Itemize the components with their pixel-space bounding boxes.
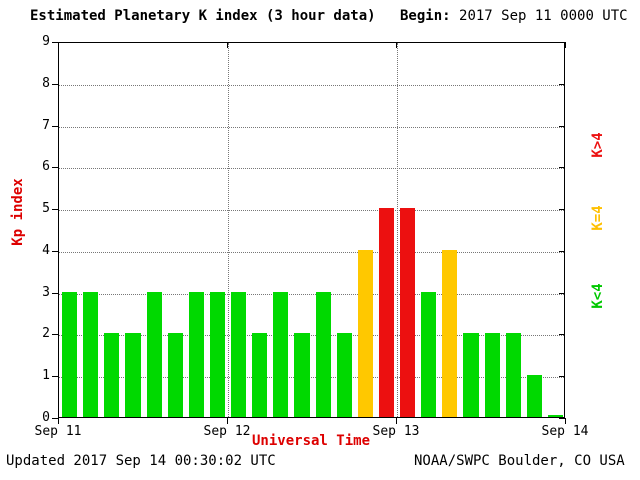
- gridline-vertical: [228, 43, 229, 417]
- kp-bar: [273, 291, 289, 417]
- y-tick-mark-right: [559, 167, 565, 169]
- kp-bar: [547, 414, 563, 417]
- kp-bar: [526, 375, 542, 417]
- y-tick-mark-right: [559, 334, 565, 336]
- kp-bar: [400, 208, 416, 417]
- kp-bar: [315, 291, 331, 417]
- y-tick-mark-right: [559, 125, 565, 127]
- kp-bar: [146, 291, 162, 417]
- x-tick-label: Sep 12: [203, 424, 251, 439]
- y-tick-label: 0: [42, 410, 50, 425]
- y-tick-mark-left: [52, 209, 58, 211]
- kp-bar: [231, 291, 247, 417]
- y-tick-label: 3: [42, 284, 50, 300]
- kp-bar: [125, 333, 141, 417]
- plot-area: [58, 42, 565, 418]
- y-tick-label: 7: [42, 117, 50, 133]
- updated-timestamp: Updated 2017 Sep 14 00:30:02 UTC: [6, 453, 276, 469]
- kp-bar: [188, 291, 204, 417]
- y-tick-mark-left: [52, 167, 58, 169]
- gridline-horizontal: [59, 335, 564, 337]
- y-tick-mark-right: [559, 209, 565, 211]
- y-tick-label: 8: [42, 75, 50, 91]
- y-tick-label: 1: [42, 368, 50, 384]
- gridline-horizontal: [59, 84, 564, 86]
- y-tick-mark-left: [52, 334, 58, 336]
- kp-bar: [294, 333, 310, 417]
- kp-bar: [167, 333, 183, 417]
- kp-bar: [336, 333, 352, 417]
- x-tick-mark-bottom: [565, 418, 566, 424]
- kp-bar: [104, 333, 120, 417]
- kp-bar: [484, 333, 500, 417]
- y-tick-mark-left: [52, 376, 58, 378]
- x-axis-title: Universal Time: [251, 433, 371, 449]
- y-tick-label: 4: [42, 242, 50, 258]
- kp-bar: [357, 249, 373, 417]
- x-tick-label: Sep 13: [372, 424, 420, 439]
- x-tick-label: Sep 11: [34, 424, 82, 439]
- y-tick-mark-right: [559, 250, 565, 252]
- kp-bar: [62, 291, 78, 417]
- kp-bar: [209, 291, 225, 417]
- y-tick-mark-left: [52, 418, 58, 419]
- x-tick-mark-bottom: [227, 418, 228, 424]
- y-tick-mark-left: [52, 292, 58, 294]
- y-tick-label: 9: [42, 34, 50, 49]
- x-tick-label: Sep 14: [541, 424, 589, 439]
- kp-bar: [252, 333, 268, 417]
- y-tick-mark-left: [52, 83, 58, 85]
- kp-bar: [378, 208, 394, 417]
- y-tick-mark-right: [559, 83, 565, 85]
- y-tick-label: 6: [42, 159, 50, 175]
- legend-item-k4: K<4: [590, 283, 606, 309]
- y-tick-mark-left: [52, 42, 58, 43]
- gridline-horizontal: [59, 251, 564, 253]
- x-tick-mark-top: [227, 42, 228, 48]
- gridline-vertical: [397, 43, 398, 417]
- x-tick-mark-bottom: [396, 418, 397, 424]
- y-tick-mark-right: [559, 418, 565, 419]
- y-tick-mark-left: [52, 125, 58, 127]
- y-tick-mark-right: [559, 292, 565, 294]
- x-tick-mark-top: [396, 42, 397, 48]
- y-tick-label: 2: [42, 326, 50, 342]
- y-tick-label: 5: [42, 201, 50, 217]
- y-tick-mark-left: [52, 250, 58, 252]
- gridline-horizontal: [59, 377, 564, 379]
- gridline-horizontal: [59, 210, 564, 212]
- chart-title: Estimated Planetary K index (3 hour data…: [30, 8, 376, 24]
- kp-bar: [505, 333, 521, 417]
- gridline-horizontal: [59, 293, 564, 295]
- y-tick-mark-right: [559, 42, 565, 43]
- kp-bar: [421, 291, 437, 417]
- kp-bar: [463, 333, 479, 417]
- gridline-horizontal: [59, 168, 564, 170]
- y-tick-mark-right: [559, 376, 565, 378]
- gridline-horizontal: [59, 126, 564, 128]
- x-tick-mark-top: [565, 42, 566, 48]
- y-axis-title: Kp index: [10, 178, 26, 246]
- legend-item-k4: K>4: [590, 132, 606, 158]
- begin-timestamp: Begin: 2017 Sep 11 0000 UTC: [400, 8, 628, 24]
- kp-bar: [83, 291, 99, 417]
- source-credit: NOAA/SWPC Boulder, CO USA: [414, 453, 625, 469]
- x-tick-mark-top: [58, 42, 59, 48]
- kp-bar: [442, 249, 458, 417]
- x-tick-mark-bottom: [58, 418, 59, 424]
- begin-label: Begin:: [400, 8, 451, 24]
- begin-value: 2017 Sep 11 0000 UTC: [459, 8, 628, 24]
- legend-item-k4: K=4: [590, 205, 606, 231]
